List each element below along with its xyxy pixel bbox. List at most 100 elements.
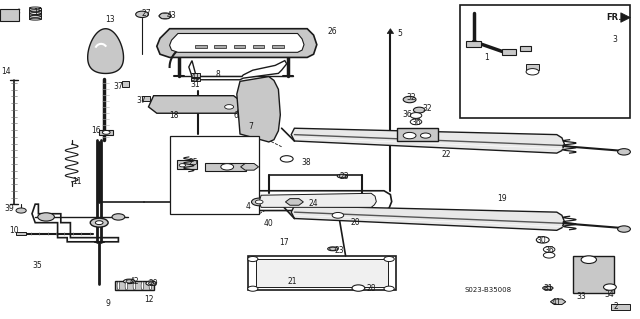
Bar <box>520 46 531 51</box>
Circle shape <box>604 284 616 290</box>
Ellipse shape <box>133 282 136 290</box>
Text: 13: 13 <box>105 15 115 24</box>
Text: 42: 42 <box>129 277 140 286</box>
Circle shape <box>543 252 555 258</box>
Circle shape <box>339 174 346 178</box>
Bar <box>214 45 226 48</box>
Text: 6: 6 <box>233 111 238 120</box>
Text: 32: 32 <box>406 93 416 102</box>
Text: 36: 36 <box>411 118 421 127</box>
Circle shape <box>16 208 26 213</box>
Ellipse shape <box>29 18 41 20</box>
Circle shape <box>332 212 344 218</box>
Text: 34: 34 <box>604 290 614 299</box>
Bar <box>177 160 197 169</box>
Circle shape <box>581 256 596 263</box>
Ellipse shape <box>328 247 338 251</box>
Text: 14: 14 <box>1 67 12 76</box>
Text: 26: 26 <box>328 27 338 36</box>
Polygon shape <box>32 204 118 242</box>
Text: 32: 32 <box>422 104 433 113</box>
Text: 10: 10 <box>9 226 19 235</box>
Polygon shape <box>291 128 564 153</box>
Circle shape <box>403 96 416 103</box>
Ellipse shape <box>29 15 41 17</box>
Ellipse shape <box>149 282 152 290</box>
Bar <box>248 256 396 290</box>
Circle shape <box>102 130 110 134</box>
Text: 18: 18 <box>170 111 179 120</box>
Text: 9: 9 <box>105 299 110 308</box>
Bar <box>99 130 113 135</box>
Polygon shape <box>621 13 630 22</box>
Circle shape <box>410 119 422 125</box>
Text: 25: 25 <box>188 158 198 167</box>
Bar <box>16 232 26 235</box>
Polygon shape <box>157 29 317 57</box>
Ellipse shape <box>146 281 156 286</box>
Polygon shape <box>550 299 566 305</box>
Ellipse shape <box>337 174 348 178</box>
Ellipse shape <box>125 282 128 290</box>
Ellipse shape <box>117 282 120 290</box>
Polygon shape <box>259 193 376 207</box>
Text: 38: 38 <box>301 158 311 167</box>
Circle shape <box>618 149 630 155</box>
Circle shape <box>280 156 293 162</box>
Text: 11: 11 <box>72 177 81 186</box>
Circle shape <box>252 198 267 206</box>
Text: 30: 30 <box>536 236 547 245</box>
Text: 23: 23 <box>339 172 349 181</box>
Text: S023-B35008: S023-B35008 <box>465 287 512 293</box>
Bar <box>272 45 284 48</box>
Polygon shape <box>237 77 280 142</box>
Text: 41: 41 <box>552 298 562 307</box>
Polygon shape <box>387 29 394 33</box>
Bar <box>397 128 438 141</box>
Circle shape <box>303 197 321 206</box>
Bar <box>142 96 150 101</box>
Text: 16: 16 <box>91 126 101 135</box>
Polygon shape <box>241 164 259 170</box>
Bar <box>195 45 207 48</box>
Circle shape <box>255 200 263 204</box>
Polygon shape <box>159 13 172 19</box>
Circle shape <box>420 133 431 138</box>
Bar <box>122 81 129 87</box>
Circle shape <box>38 213 54 221</box>
Circle shape <box>330 247 336 250</box>
Text: 7: 7 <box>248 122 253 130</box>
Text: 4: 4 <box>246 202 251 211</box>
Circle shape <box>384 256 394 262</box>
Text: 31: 31 <box>543 284 553 293</box>
Bar <box>191 73 200 77</box>
Text: 8: 8 <box>215 70 220 78</box>
Polygon shape <box>246 191 392 211</box>
Ellipse shape <box>543 286 553 290</box>
Circle shape <box>413 107 425 113</box>
Bar <box>573 256 614 293</box>
Circle shape <box>536 237 549 243</box>
Text: 33: 33 <box>576 292 586 300</box>
Bar <box>253 45 264 48</box>
Text: 17: 17 <box>278 238 289 247</box>
Circle shape <box>159 13 171 19</box>
Circle shape <box>410 113 422 118</box>
Bar <box>234 45 245 48</box>
Bar <box>256 259 388 287</box>
Text: 37: 37 <box>136 96 146 105</box>
Circle shape <box>179 164 186 167</box>
Text: 3: 3 <box>612 35 617 44</box>
Bar <box>0 9 19 21</box>
Circle shape <box>403 132 416 139</box>
Text: 1: 1 <box>484 53 489 62</box>
Bar <box>466 41 481 47</box>
Bar <box>170 136 259 214</box>
Polygon shape <box>189 61 287 80</box>
Text: 35: 35 <box>32 261 42 270</box>
Ellipse shape <box>141 282 143 290</box>
Text: 23: 23 <box>334 246 344 255</box>
Text: 12: 12 <box>144 295 153 304</box>
Bar <box>205 163 246 171</box>
Bar <box>460 5 630 118</box>
